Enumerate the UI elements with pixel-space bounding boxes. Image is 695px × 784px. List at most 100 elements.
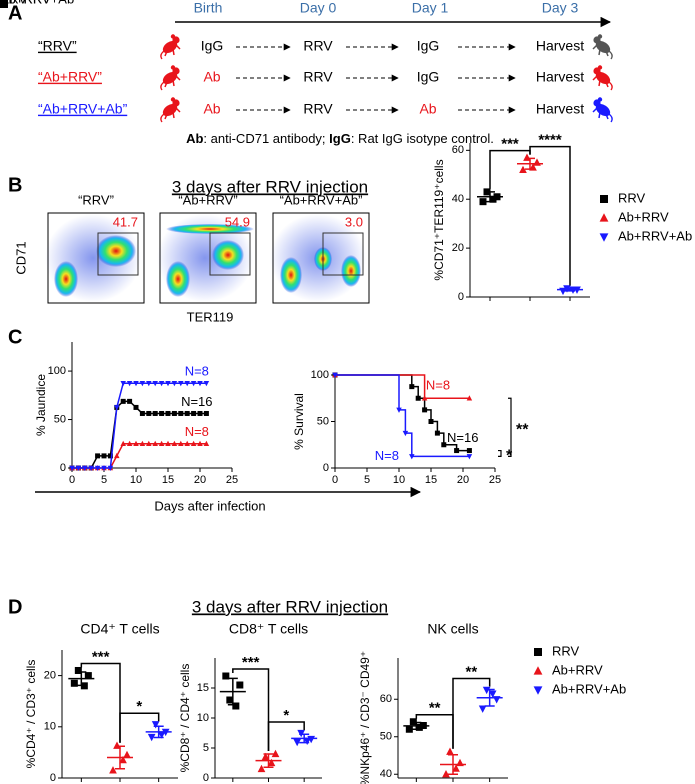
marker bbox=[133, 440, 139, 447]
marker bbox=[95, 453, 101, 459]
x-tick-label: 25 bbox=[226, 474, 238, 486]
significance-label: * bbox=[506, 448, 513, 465]
marker bbox=[232, 702, 240, 710]
mouse-legs bbox=[164, 107, 181, 120]
marker bbox=[519, 165, 527, 174]
x-tick-label: 15 bbox=[425, 474, 437, 486]
series-line bbox=[335, 374, 470, 452]
y-tick-label: 10 bbox=[44, 721, 56, 733]
marker bbox=[119, 755, 127, 764]
marker bbox=[533, 686, 543, 695]
marker bbox=[396, 407, 402, 413]
y-tick-label: 5 bbox=[203, 742, 209, 754]
marker bbox=[184, 440, 190, 447]
step-label: RRV bbox=[303, 101, 333, 117]
y-tick-label: 60 bbox=[380, 693, 392, 705]
marker bbox=[446, 747, 454, 755]
y-tick-label: 60 bbox=[452, 144, 464, 156]
marker bbox=[157, 731, 166, 739]
x-axis-label: Days after infection bbox=[154, 498, 265, 513]
group-name: “Ab+RRV+Ab” bbox=[38, 101, 128, 117]
significance-bracket bbox=[508, 397, 512, 457]
significance-label: * bbox=[283, 707, 289, 724]
step-label: Harvest bbox=[536, 101, 584, 117]
mouse-ear bbox=[170, 34, 176, 39]
panel-label: A bbox=[8, 2, 22, 24]
series-line bbox=[72, 400, 207, 469]
mouse-ear bbox=[170, 97, 176, 102]
error-bar bbox=[525, 157, 535, 170]
y-tick-label: 20 bbox=[44, 670, 56, 682]
series-label: N=16 bbox=[447, 430, 478, 445]
y-tick-label: 40 bbox=[380, 768, 392, 780]
marker bbox=[415, 395, 421, 401]
marker bbox=[428, 419, 434, 424]
error-bar bbox=[448, 754, 458, 775]
chart-title: CD8⁺ T cells bbox=[229, 621, 308, 637]
x-tick-label: 20 bbox=[457, 474, 469, 486]
marker bbox=[165, 410, 171, 416]
y-tick-label: 0 bbox=[203, 772, 209, 784]
x-tick-label: 5 bbox=[101, 474, 107, 486]
marker bbox=[599, 213, 609, 222]
marker bbox=[158, 380, 165, 387]
marker bbox=[191, 410, 197, 416]
error-bar bbox=[227, 677, 238, 706]
mouse-tail bbox=[608, 50, 613, 60]
significance-label: ** bbox=[465, 663, 477, 680]
marker bbox=[454, 448, 460, 454]
series-label: N=8 bbox=[185, 364, 209, 379]
panel-title: 3 days after RRV injection bbox=[172, 177, 368, 196]
step-label: RRV bbox=[303, 69, 333, 85]
marker bbox=[82, 465, 88, 471]
chart-title: CD4⁺ T cells bbox=[80, 621, 159, 637]
flow-population bbox=[341, 255, 361, 287]
marker bbox=[184, 380, 190, 387]
mouse-legs bbox=[592, 44, 609, 57]
marker bbox=[402, 430, 409, 437]
flow-plot-name: “Ab+RRV+Ab” bbox=[280, 192, 363, 207]
x-tick-label: 0 bbox=[332, 474, 338, 486]
significance-label: *** bbox=[92, 648, 110, 665]
flow-population bbox=[166, 224, 254, 234]
timepoint-label: Birth bbox=[194, 0, 223, 16]
marker bbox=[75, 465, 82, 471]
mouse-legs bbox=[592, 75, 609, 88]
marker bbox=[151, 721, 160, 729]
flow-population bbox=[280, 257, 302, 293]
timepoint-label: Day 0 bbox=[300, 0, 337, 16]
y-tick-label: 0 bbox=[458, 291, 464, 303]
legend-label: RRV bbox=[618, 190, 646, 205]
marker bbox=[203, 440, 210, 447]
x-tick-label: 10 bbox=[393, 474, 405, 486]
flow-population bbox=[96, 235, 136, 267]
y-tick-label: 50 bbox=[54, 413, 66, 425]
footnote-part: : anti-CD71 antibody; bbox=[203, 131, 329, 146]
error-bar bbox=[153, 725, 164, 739]
flow-population bbox=[166, 261, 190, 297]
step-label: RRV bbox=[303, 38, 333, 54]
marker bbox=[226, 696, 234, 704]
y-axis-label: % Jaundice bbox=[34, 374, 48, 436]
y-tick-label: 100 bbox=[311, 369, 329, 381]
timepoint-label: Day 1 bbox=[412, 0, 449, 16]
error-bar bbox=[263, 753, 274, 768]
significance-label: * bbox=[136, 698, 142, 715]
error-bar bbox=[565, 287, 575, 292]
y-tick-label: 15 bbox=[197, 682, 209, 694]
significance-bracket bbox=[498, 449, 502, 457]
flow-gate bbox=[322, 232, 364, 276]
series-line bbox=[72, 443, 207, 469]
marker bbox=[599, 233, 609, 242]
marker bbox=[197, 410, 203, 416]
marker bbox=[120, 440, 126, 447]
mouse-tail bbox=[160, 113, 165, 123]
marker bbox=[482, 686, 491, 695]
y-tick-label: 0 bbox=[60, 462, 66, 474]
mouse-icon bbox=[160, 65, 181, 91]
mouse-ear bbox=[170, 65, 176, 70]
mouse-ear bbox=[597, 34, 603, 39]
y-axis-label: %CD8⁺ / CD4⁺ cells bbox=[178, 664, 192, 773]
mouse-tail bbox=[160, 50, 165, 60]
series-label: N=8 bbox=[375, 448, 399, 463]
